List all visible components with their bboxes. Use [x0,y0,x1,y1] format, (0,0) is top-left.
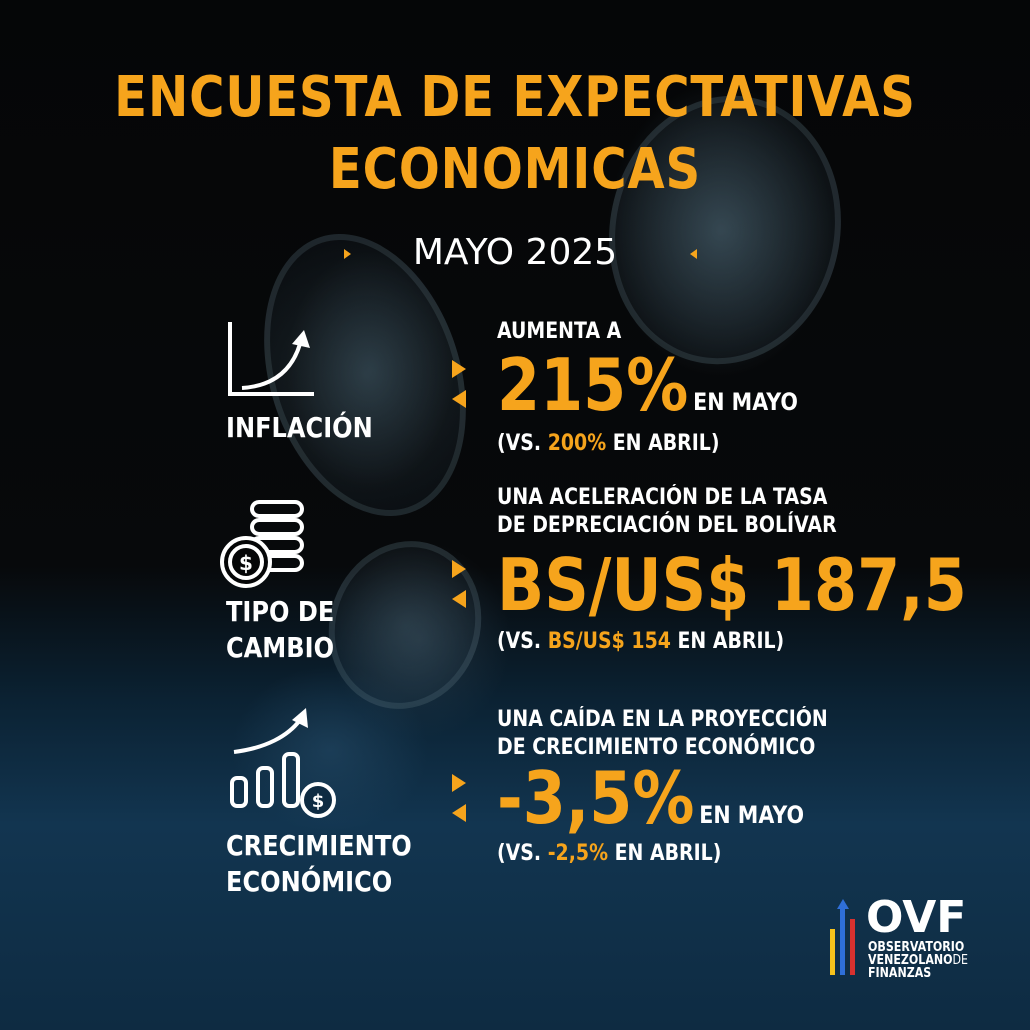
inflation-value-row: 215% EN MAYO [497,345,798,425]
inflation-comparison: (VS. 200% EN ABRIL) [497,431,720,456]
logo-bar-red [850,919,855,975]
line-chart-arrow-icon [228,322,314,396]
logo-line-2: VENEZOLANODE [868,953,969,968]
arrow-right-icon [452,774,466,792]
exchange-lead: UNA ACELERACIÓN DE LA TASA DE DEPRECIACI… [497,485,837,538]
svg-text:$: $ [239,551,253,575]
arrow-left-icon [452,590,466,608]
ovf-logo: OVF OBSERVATORIO VENEZOLANODE FINANZAS [828,895,988,985]
triangle-left-icon [690,249,697,259]
svg-text:$: $ [312,791,325,812]
arrow-left-icon [452,804,466,822]
category-economic-growth: CRECIMIENTO ECONÓMICO [226,829,412,898]
arrow-left-icon [452,390,466,408]
exchange-value-row: BS/US$ 187,5 [497,545,967,625]
logo-arrow-icon [837,899,849,909]
triangle-right-icon [344,249,351,259]
logo-line-1: OBSERVATORIO [868,940,965,955]
logo-bar-blue [840,905,845,975]
arrow-right-icon [452,560,466,578]
title-line-1: ENCUESTA DE EXPECTATIVAS [114,65,916,130]
inflation-lead: AUMENTA A [497,319,622,344]
arrow-right-icon [452,360,466,378]
logo-line-3: FINANZAS [868,966,932,981]
category-exchange-rate: TIPO DE CAMBIO [226,595,335,664]
logo-acronym: OVF [866,892,967,943]
coin-image [305,519,505,731]
growth-suffix: EN MAYO [699,801,805,829]
bar-growth-dollar-icon: $ [230,708,336,818]
page-title: ENCUESTA DE EXPECTATIVAS ECONOMICAS [72,62,958,206]
month-label: MAYO 2025 [412,232,618,273]
category-inflation: INFLACIÓN [226,411,373,444]
inflation-suffix: EN MAYO [693,388,798,416]
month-row: MAYO 2025 [0,232,1030,276]
growth-lead: UNA CAÍDA EN LA PROYECCIÓN DE CRECIMIENT… [497,707,828,760]
coin-stack-dollar-icon: $ [220,500,304,588]
growth-value: -3,5% [497,756,695,840]
growth-comparison: (VS. -2,5% EN ABRIL) [497,841,722,866]
inflation-value: 215% [497,343,689,427]
growth-value-row: -3,5% EN MAYO [497,758,804,838]
logo-bar-yellow [830,929,835,975]
exchange-comparison: (VS. BS/US$ 154 EN ABRIL) [497,629,785,654]
exchange-value: BS/US$ 187,5 [497,543,967,627]
title-line-2: ECONOMICAS [328,137,702,202]
